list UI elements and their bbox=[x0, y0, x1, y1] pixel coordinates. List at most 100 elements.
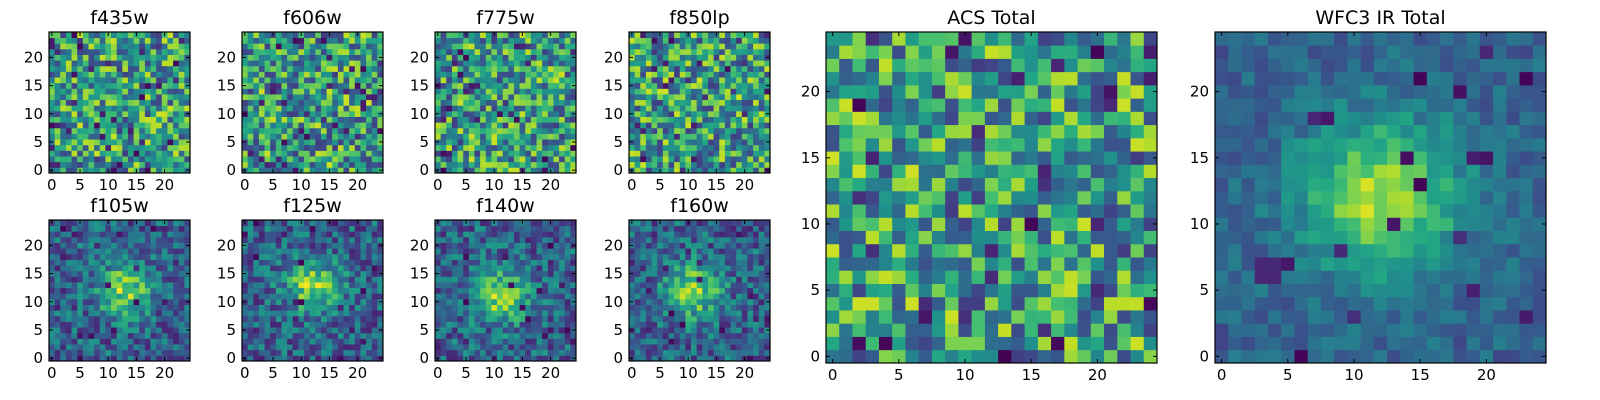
heatmap-cell bbox=[315, 310, 322, 317]
heatmap-cell bbox=[724, 298, 731, 305]
heatmap-cell bbox=[287, 150, 294, 157]
heatmap-cell bbox=[178, 242, 185, 249]
heatmap-cell bbox=[519, 298, 526, 305]
heatmap-cell bbox=[173, 32, 180, 39]
heatmap-cell bbox=[54, 225, 61, 232]
heatmap-cell bbox=[685, 99, 692, 106]
heatmap-cell bbox=[337, 287, 344, 294]
heatmap-cell bbox=[167, 298, 174, 305]
heatmap-cell bbox=[144, 242, 151, 249]
heatmap-cell bbox=[651, 310, 658, 317]
heatmap-cell bbox=[559, 220, 566, 227]
heatmap-cell bbox=[270, 54, 277, 61]
heatmap-cell bbox=[258, 321, 265, 328]
heatmap-cell bbox=[94, 321, 101, 328]
heatmap-cell bbox=[634, 276, 641, 283]
heatmap-cell bbox=[161, 338, 168, 345]
heatmap-cell bbox=[525, 156, 532, 163]
panel-title: f606w bbox=[283, 7, 342, 29]
heatmap-cell bbox=[144, 94, 151, 101]
heatmap-cell bbox=[127, 310, 134, 317]
heatmap-cell bbox=[354, 161, 361, 168]
heatmap-cell bbox=[502, 231, 509, 238]
heatmap-cell bbox=[530, 94, 537, 101]
heatmap-cell bbox=[99, 156, 106, 163]
heatmap-cell bbox=[640, 110, 647, 117]
heatmap-cell bbox=[491, 293, 498, 300]
heatmap-cell bbox=[446, 304, 453, 311]
heatmap-cell bbox=[258, 248, 265, 255]
heatmap-cell bbox=[474, 116, 481, 123]
heatmap-cell bbox=[480, 65, 487, 72]
heatmap-cell bbox=[99, 248, 106, 255]
heatmap-cell bbox=[513, 327, 520, 334]
heatmap-cell bbox=[629, 94, 636, 101]
heatmap-cell bbox=[685, 116, 692, 123]
heatmap-cell bbox=[343, 293, 350, 300]
heatmap-cell bbox=[150, 355, 157, 362]
heatmap-cell bbox=[184, 77, 191, 84]
heatmap-cell bbox=[337, 265, 344, 272]
heatmap-cell bbox=[161, 236, 168, 243]
heatmap-cell bbox=[440, 94, 447, 101]
heatmap-cell bbox=[337, 150, 344, 157]
heatmap-cell bbox=[508, 265, 515, 272]
heatmap-cell bbox=[764, 88, 771, 95]
heatmap-cell bbox=[468, 99, 475, 106]
heatmap-cell bbox=[371, 144, 378, 151]
heatmap-cell bbox=[691, 310, 698, 317]
heatmap-cell bbox=[564, 60, 571, 67]
heatmap-cell bbox=[508, 287, 515, 294]
heatmap-cell bbox=[105, 77, 112, 84]
heatmap-cell bbox=[320, 253, 327, 260]
heatmap-cell bbox=[144, 82, 151, 89]
heatmap-cell bbox=[519, 88, 526, 95]
x-tick-label: 15 bbox=[513, 176, 532, 194]
heatmap-cell bbox=[525, 139, 532, 146]
heatmap-cell bbox=[480, 355, 487, 362]
heatmap-cell bbox=[485, 242, 492, 249]
heatmap-cell bbox=[105, 65, 112, 72]
heatmap-cell bbox=[173, 242, 180, 249]
heatmap-cell bbox=[457, 144, 464, 151]
heatmap-cell bbox=[161, 60, 168, 67]
heatmap-cell bbox=[440, 282, 447, 289]
heatmap-cell bbox=[77, 344, 84, 351]
heatmap-cell bbox=[60, 355, 67, 362]
heatmap-cell bbox=[60, 48, 67, 55]
heatmap-cell bbox=[570, 99, 577, 106]
heatmap-cell bbox=[167, 265, 174, 272]
heatmap-cell bbox=[696, 321, 703, 328]
heatmap-cell bbox=[326, 236, 333, 243]
heatmap-cell bbox=[298, 77, 305, 84]
heatmap-cell bbox=[337, 338, 344, 345]
heatmap-cell bbox=[657, 127, 664, 134]
heatmap-cell bbox=[150, 327, 157, 334]
heatmap-cell bbox=[326, 253, 333, 260]
heatmap-cell bbox=[702, 65, 709, 72]
heatmap-cell bbox=[559, 127, 566, 134]
heatmap-cell bbox=[304, 355, 311, 362]
heatmap-cell bbox=[719, 150, 726, 157]
heatmap-cell bbox=[247, 276, 254, 283]
heatmap-cell bbox=[651, 270, 658, 277]
heatmap-cell bbox=[242, 105, 249, 112]
heatmap-cell bbox=[349, 161, 356, 168]
heatmap-cell bbox=[292, 293, 299, 300]
heatmap-cell bbox=[564, 242, 571, 249]
heatmap-cell bbox=[253, 133, 260, 140]
heatmap-cell bbox=[292, 167, 299, 174]
heatmap-cell bbox=[116, 116, 123, 123]
heatmap-cell bbox=[133, 236, 140, 243]
heatmap-cell bbox=[547, 287, 554, 294]
heatmap-cell bbox=[564, 248, 571, 255]
heatmap-cell bbox=[247, 32, 254, 39]
x-tick-label: 10 bbox=[485, 364, 504, 382]
heatmap-cell bbox=[519, 37, 526, 44]
heatmap-cell bbox=[741, 110, 748, 117]
heatmap-cell bbox=[736, 94, 743, 101]
heatmap-cell bbox=[753, 43, 760, 50]
heatmap-cell bbox=[730, 77, 737, 84]
heatmap-cell bbox=[156, 276, 163, 283]
